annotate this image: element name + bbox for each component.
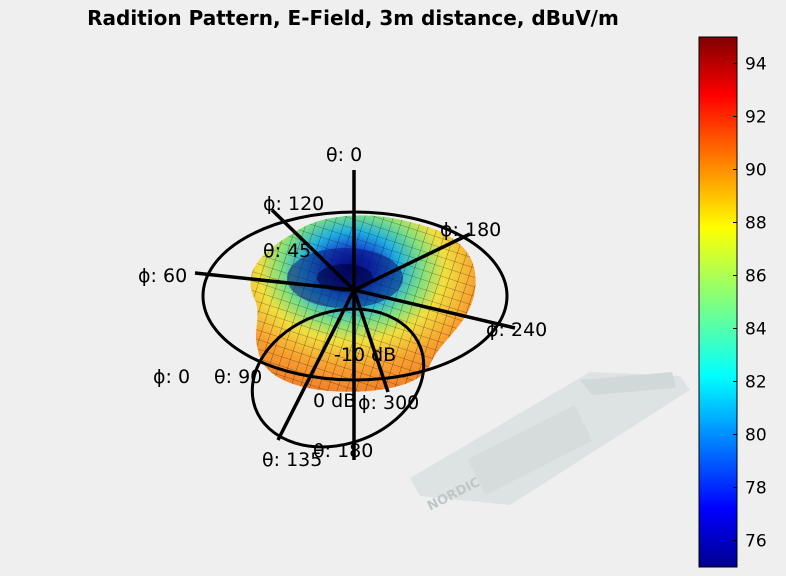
phi-120-label: ϕ: 120 [263,193,324,215]
theta-135-label: θ: 135 [262,449,322,471]
phi-240-label: ϕ: 240 [486,319,547,341]
theta-180-label: θ: 180 [313,440,373,462]
theta-45-label: θ: 45 [263,240,311,262]
theta-0-label: θ: 0 [326,144,362,166]
colorbar-tick-label: 86 [745,267,767,287]
phi-0-label: ϕ: 0 [153,366,190,388]
theta-90-label: θ: 90 [214,366,262,388]
colorbar-gradient [698,36,738,568]
colorbar-tick-label: 90 [745,161,767,181]
ring-minus-10db-label: -10 dB [334,344,396,366]
phi-60-label: ϕ: 60 [138,265,187,287]
chart-title: Radition Pattern, E-Field, 3m distance, … [87,6,619,30]
colorbar-tick-label: 82 [745,373,767,393]
phi-180-label: ϕ: 180 [440,219,501,241]
phi-300-label: ϕ: 300 [358,392,419,414]
colorbar-tick-label: 94 [745,55,767,75]
ring-0db-label: 0 dB [313,390,356,412]
colorbar-tick-label: 76 [745,532,767,552]
colorbar-tick-label: 80 [745,426,767,446]
colorbar-tick-label: 92 [745,108,767,128]
colorbar: 94 92 90 88 86 84 82 80 78 76 [698,36,767,568]
nordic-board-watermark: NORDIC [410,372,690,514]
axis-lines [194,170,516,460]
colorbar-ticks: 94 92 90 88 86 84 82 80 78 76 [733,55,767,552]
colorbar-tick-label: 78 [745,479,767,499]
colorbar-tick-label: 88 [745,214,767,234]
elevation-ring [250,307,426,449]
axis-labels: θ: 0 ϕ: 120 ϕ: 180 θ: 45 ϕ: 60 ϕ: 240 -1… [138,144,547,471]
colorbar-tick-label: 84 [745,320,767,340]
